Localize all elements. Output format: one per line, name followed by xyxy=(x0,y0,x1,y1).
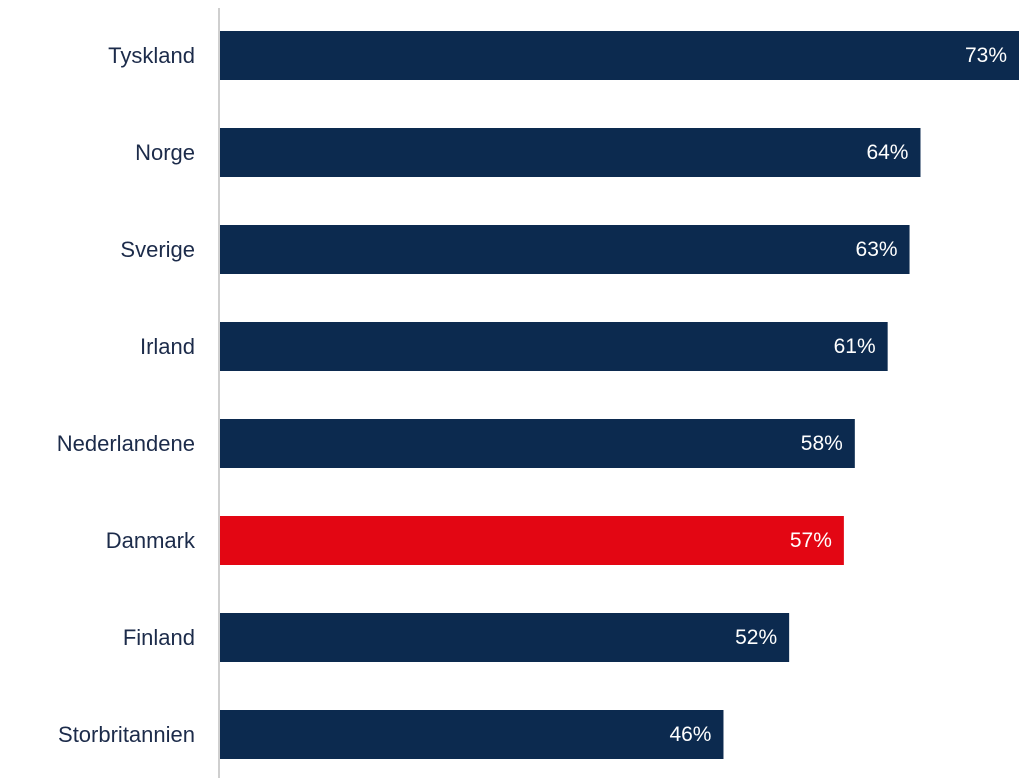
bar-danmark xyxy=(220,516,844,565)
category-label-nederlandene: Nederlandene xyxy=(57,431,195,456)
bars-layer xyxy=(220,31,1019,759)
category-label-tyskland: Tyskland xyxy=(108,43,195,68)
category-label-finland: Finland xyxy=(123,625,195,650)
value-label-storbritannien: 46% xyxy=(669,723,711,746)
bar-tyskland xyxy=(220,31,1019,80)
bar-finland xyxy=(220,613,790,662)
category-label-sverige: Sverige xyxy=(120,237,195,262)
category-label-norge: Norge xyxy=(135,140,195,165)
value-label-finland: 52% xyxy=(735,626,777,649)
category-label-storbritannien: Storbritannien xyxy=(58,722,195,747)
value-label-nederlandene: 58% xyxy=(801,432,843,455)
labels-layer: Tyskland 73% Norge 64% Sverige 63% Irland 61% Ne… xyxy=(57,43,1007,747)
value-label-sverige: 63% xyxy=(856,238,898,261)
bar-norge xyxy=(220,128,921,177)
category-label-irland: Irland xyxy=(140,334,195,359)
value-label-norge: 64% xyxy=(866,141,908,164)
bar-sverige xyxy=(220,225,910,274)
bar-nederlandene xyxy=(220,419,855,468)
value-label-danmark: 57% xyxy=(790,529,832,552)
value-label-irland: 61% xyxy=(834,335,876,358)
bar-storbritannien xyxy=(220,710,724,759)
category-label-danmark: Danmark xyxy=(106,528,196,553)
bar-irland xyxy=(220,322,888,371)
value-label-tyskland: 73% xyxy=(965,44,1007,67)
